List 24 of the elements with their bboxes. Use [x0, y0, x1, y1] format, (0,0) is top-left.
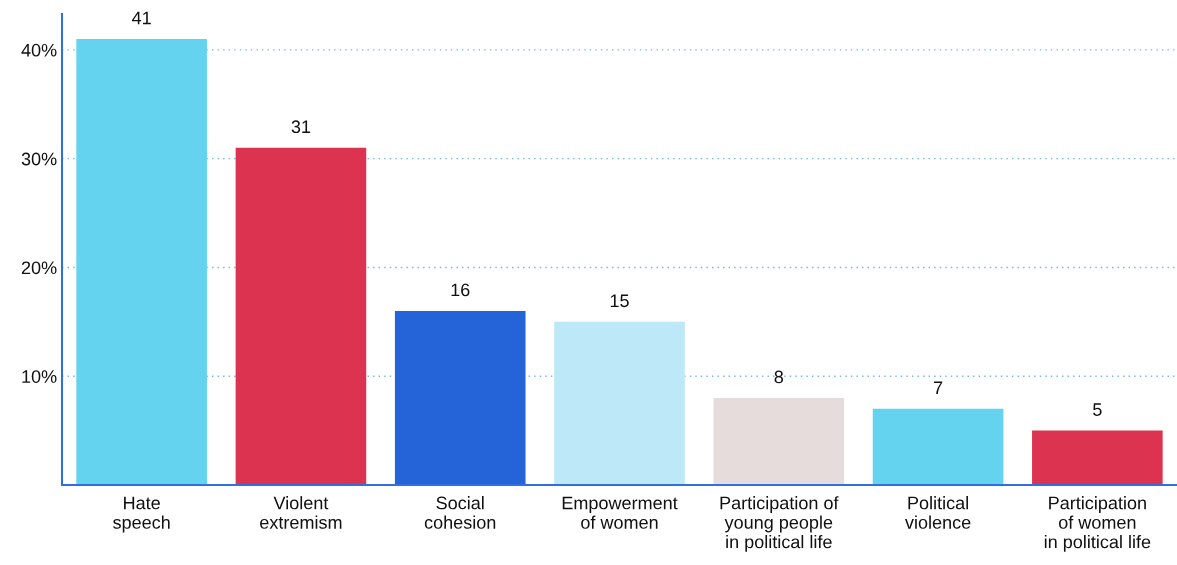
- data-label: 7: [933, 381, 943, 394]
- bar: [713, 397, 845, 485]
- x-tick-label: Hate speech: [113, 496, 170, 533]
- y-tick-label: 10%: [22, 370, 57, 383]
- data-label: 41: [132, 11, 151, 25]
- data-label: 15: [610, 294, 629, 308]
- x-tick-label: Violent extremism: [260, 496, 342, 529]
- y-tick-label: 30%: [21, 152, 57, 166]
- bar: [872, 408, 1004, 485]
- x-tick-label: Empowerment of women: [562, 496, 678, 529]
- x-tick-label: Political violence: [905, 496, 971, 529]
- data-label: 5: [1093, 403, 1102, 416]
- x-tick-label: Social cohesion: [424, 496, 496, 529]
- y-tick-label: 20%: [21, 261, 57, 275]
- data-label: 31: [291, 120, 311, 134]
- bar: [235, 147, 367, 485]
- x-tick-label: Participation of young people in political life: [720, 496, 839, 552]
- bar: [1032, 430, 1163, 485]
- data-label: 8: [774, 370, 784, 384]
- y-tick-label: 40%: [21, 43, 57, 57]
- bar: [76, 39, 207, 485]
- bar: [554, 321, 685, 485]
- x-tick-label: Participation of women in political life: [1044, 496, 1151, 552]
- data-label: 16: [451, 283, 470, 297]
